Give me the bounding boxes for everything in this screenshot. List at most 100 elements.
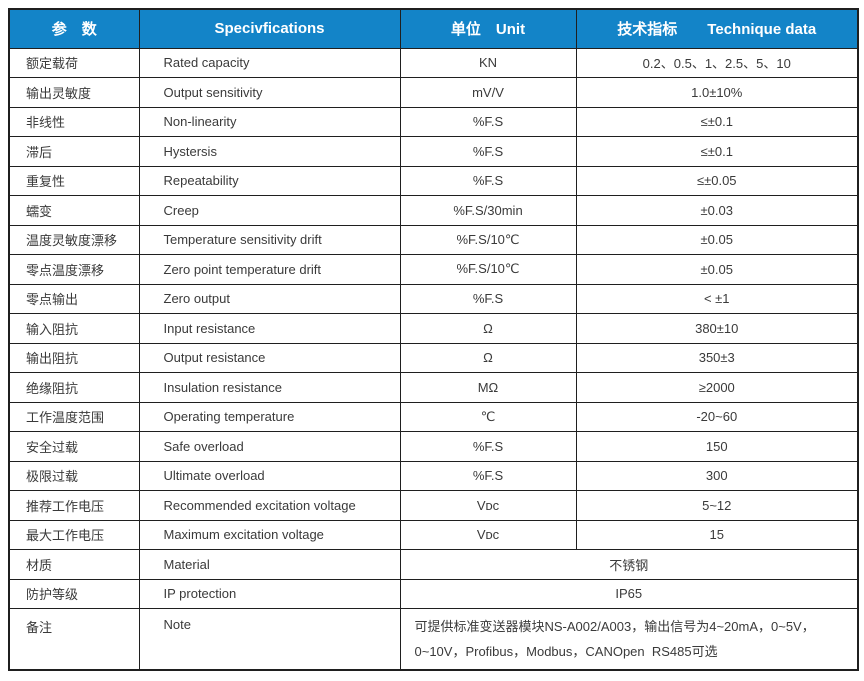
spec-cell: Zero point temperature drift — [138, 254, 401, 285]
param-cell: 额定载荷 — [8, 47, 140, 78]
param-cell: 输出阻抗 — [8, 342, 140, 373]
unit-cell: Vᴅᴄ — [399, 519, 577, 550]
spec-cell: Operating temperature — [138, 401, 401, 432]
spec-cell: Recommended excitation voltage — [138, 490, 401, 521]
table-header-row: 参 数 Specivfications 单位 Unit 技术指标 Techniq… — [8, 8, 859, 49]
table-row: 非线性 Non-linearity %F.S ≤±0.1 — [8, 106, 859, 137]
value-cell: ≤±0.1 — [575, 106, 859, 137]
value-cell: ±0.05 — [575, 224, 859, 255]
spec-cell: Repeatability — [138, 165, 401, 196]
header-technique-data: 技术指标 Technique data — [575, 8, 859, 49]
param-cell: 非线性 — [8, 106, 140, 137]
merged-value-cell: 不锈钢 — [399, 549, 859, 580]
spec-cell: Output sensitivity — [138, 77, 401, 108]
table-row: 推荐工作电压 Recommended excitation voltage Vᴅᴄ 5… — [8, 490, 859, 521]
value-cell: 1.0±10% — [575, 77, 859, 108]
spec-cell: Creep — [138, 195, 401, 226]
unit-cell: %F.S — [399, 460, 577, 491]
value-cell: 300 — [575, 460, 859, 491]
param-cell: 滞后 — [8, 136, 140, 167]
table-row: 最大工作电压 Maximum excitation voltage Vᴅᴄ 15 — [8, 519, 859, 550]
value-cell: ≤±0.1 — [575, 136, 859, 167]
unit-cell: mV/V — [399, 77, 577, 108]
unit-cell: %F.S/30min — [399, 195, 577, 226]
unit-cell: %F.S/10℃ — [399, 224, 577, 255]
table-row: 额定载荷 Rated capacity KN 0.2、0.5、1、2.5、5、10 — [8, 47, 859, 78]
param-cell: 输入阻抗 — [8, 313, 140, 344]
spec-cell: Insulation resistance — [138, 372, 401, 403]
unit-cell: %F.S — [399, 431, 577, 462]
spec-cell: Non-linearity — [138, 106, 401, 137]
param-cell: 重复性 — [8, 165, 140, 196]
value-cell: 150 — [575, 431, 859, 462]
table-row: 零点输出 Zero output %F.S < ±1 — [8, 283, 859, 314]
table-row: 蠕变 Creep %F.S/30min ±0.03 — [8, 195, 859, 226]
value-cell: ±0.03 — [575, 195, 859, 226]
param-cell: 零点温度漂移 — [8, 254, 140, 285]
value-cell: -20~60 — [575, 401, 859, 432]
param-cell: 推荐工作电压 — [8, 490, 140, 521]
table-row: 防护等级 IP protection IP65 — [8, 578, 859, 609]
unit-cell: %F.S/10℃ — [399, 254, 577, 285]
unit-cell: ℃ — [399, 401, 577, 432]
spec-cell: Safe overload — [138, 431, 401, 462]
table-row: 工作温度范围 Operating temperature ℃ -20~60 — [8, 401, 859, 432]
unit-cell: %F.S — [399, 106, 577, 137]
param-cell: 最大工作电压 — [8, 519, 140, 550]
table-body: 额定载荷 Rated capacity KN 0.2、0.5、1、2.5、5、10 输出… — [8, 47, 859, 671]
value-cell: 350±3 — [575, 342, 859, 373]
table-row: 输出灵敏度 Output sensitivity mV/V 1.0±10% — [8, 77, 859, 108]
param-cell: 安全过载 — [8, 431, 140, 462]
param-cell: 蠕变 — [8, 195, 140, 226]
header-specifications: Specivfications — [138, 8, 401, 49]
table-row: 温度灵敏度漂移 Temperature sensitivity drift %F.S… — [8, 224, 859, 255]
unit-cell: %F.S — [399, 283, 577, 314]
spec-cell: Input resistance — [138, 313, 401, 344]
table-row: 极限过载 Ultimate overload %F.S 300 — [8, 460, 859, 491]
spec-cell: Rated capacity — [138, 47, 401, 78]
spec-cell: Temperature sensitivity drift — [138, 224, 401, 255]
header-parameter: 参 数 — [8, 8, 140, 49]
merged-value-cell: IP65 — [399, 578, 859, 609]
table-row: 零点温度漂移 Zero point temperature drift %F.S/1… — [8, 254, 859, 285]
unit-cell: Vᴅᴄ — [399, 490, 577, 521]
value-cell: 5~12 — [575, 490, 859, 521]
unit-cell: %F.S — [399, 165, 577, 196]
spec-cell: Maximum excitation voltage — [138, 519, 401, 550]
table-row: 材质 Material 不锈钢 — [8, 549, 859, 580]
spec-cell: Output resistance — [138, 342, 401, 373]
value-cell: < ±1 — [575, 283, 859, 314]
unit-cell: KN — [399, 47, 577, 78]
param-cell: 材质 — [8, 549, 140, 580]
value-cell: ≥2000 — [575, 372, 859, 403]
table-row: 输出阻抗 Output resistance Ω 350±3 — [8, 342, 859, 373]
table-row: 备注 Note 可提供标准变送器模块NS-A002/A003，输出信号为4~20mA… — [8, 608, 859, 671]
table-row: 绝缘阻抗 Insulation resistance MΩ ≥2000 — [8, 372, 859, 403]
specifications-table: 参 数 Specivfications 单位 Unit 技术指标 Techniq… — [8, 8, 859, 671]
param-cell: 备注 — [8, 608, 140, 671]
table-row: 安全过载 Safe overload %F.S 150 — [8, 431, 859, 462]
unit-cell: %F.S — [399, 136, 577, 167]
param-cell: 零点输出 — [8, 283, 140, 314]
param-cell: 输出灵敏度 — [8, 77, 140, 108]
table-row: 滞后 Hystersis %F.S ≤±0.1 — [8, 136, 859, 167]
value-cell: 0.2、0.5、1、2.5、5、10 — [575, 47, 859, 78]
table-row: 重复性 Repeatability %F.S ≤±0.05 — [8, 165, 859, 196]
merged-value-cell: 可提供标准变送器模块NS-A002/A003，输出信号为4~20mA，0~5V，… — [399, 608, 859, 671]
param-cell: 极限过载 — [8, 460, 140, 491]
header-unit: 单位 Unit — [399, 8, 577, 49]
value-cell: 380±10 — [575, 313, 859, 344]
spec-cell: Ultimate overload — [138, 460, 401, 491]
param-cell: 防护等级 — [8, 578, 140, 609]
spec-cell: Material — [138, 549, 401, 580]
spec-cell: IP protection — [138, 578, 401, 609]
value-cell: ≤±0.05 — [575, 165, 859, 196]
param-cell: 绝缘阻抗 — [8, 372, 140, 403]
param-cell: 工作温度范围 — [8, 401, 140, 432]
spec-cell: Zero output — [138, 283, 401, 314]
spec-cell: Note — [138, 608, 401, 671]
value-cell: ±0.05 — [575, 254, 859, 285]
table-row: 输入阻抗 Input resistance Ω 380±10 — [8, 313, 859, 344]
unit-cell: Ω — [399, 342, 577, 373]
